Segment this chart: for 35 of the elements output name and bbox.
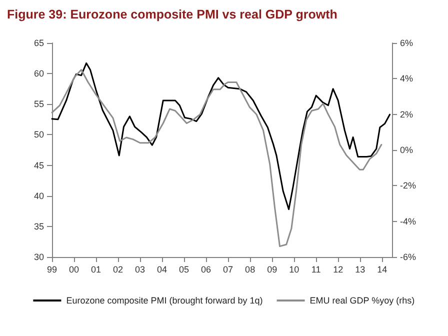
x-tick-label: 08 <box>245 264 256 274</box>
x-tick-label: 09 <box>267 264 278 274</box>
x-tick-label: 06 <box>201 264 212 274</box>
x-tick-label: 07 <box>223 264 234 274</box>
x-tick-label: 02 <box>113 264 124 274</box>
x-tick-label: 11 <box>311 264 321 274</box>
y-tick-label: 50 <box>34 130 44 140</box>
x-tick-label: 04 <box>157 264 168 274</box>
x-tick-label: 13 <box>355 264 366 274</box>
y2-tick-label: 0% <box>400 145 414 155</box>
x-tick-label: 01 <box>91 264 102 274</box>
x-tick-label: 03 <box>135 264 146 274</box>
line-series <box>51 62 391 210</box>
y-tick-label: 40 <box>34 190 44 201</box>
y-tick-label: 55 <box>34 99 44 110</box>
x-tick-label: 10 <box>289 264 300 274</box>
y-tick-label: 30 <box>34 252 44 262</box>
y-tick-label: 60 <box>34 68 44 79</box>
y2-tick-label: -4% <box>400 216 416 226</box>
y-tick-label: 35 <box>34 221 44 232</box>
legend-label: Eurozone composite PMI (brought forward by 1q) <box>66 296 263 306</box>
chart-title: Figure 39: Eurozone composite PMI vs real GDP growth <box>7 8 338 22</box>
legend-label: EMU real GDP %yoy (rhs) <box>310 296 415 306</box>
x-tick-label: 14 <box>377 264 388 274</box>
y-tick-label: 65 <box>34 38 44 48</box>
y2-tick-label: -2% <box>400 180 416 191</box>
y2-tick-label: 4% <box>400 74 414 84</box>
y2-tick-label: 2% <box>400 109 414 120</box>
x-tick-label: 99 <box>46 264 58 274</box>
x-tick-label: 12 <box>333 264 344 274</box>
x-tick-label: 00 <box>69 264 80 274</box>
y2-tick-label: 6% <box>400 38 414 48</box>
y-tick-label: 45 <box>34 160 44 170</box>
x-tick-label: 05 <box>179 264 190 274</box>
y2-tick-label: -6% <box>400 252 416 262</box>
